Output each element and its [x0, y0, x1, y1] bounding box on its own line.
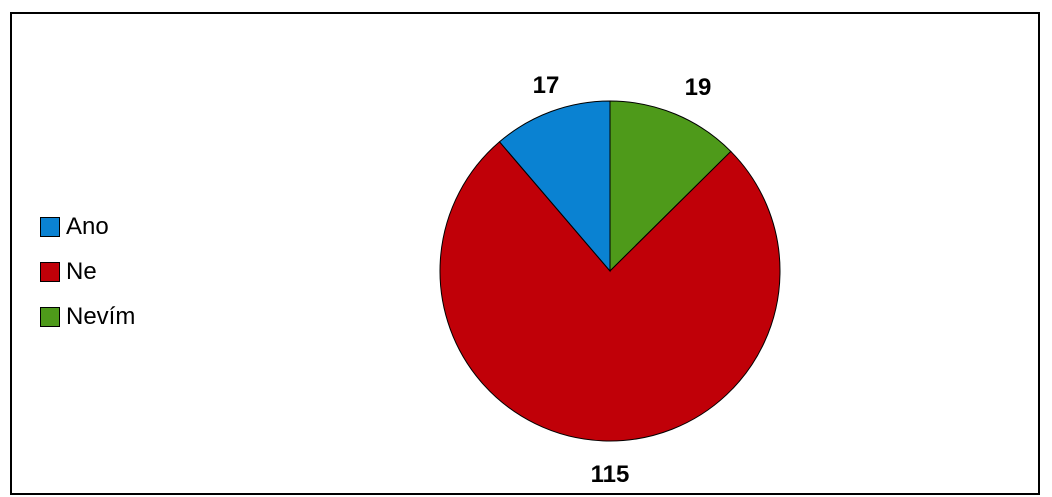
legend-label-ne: Ne — [66, 257, 97, 285]
legend-item-ano: Ano — [40, 204, 135, 249]
legend-swatch-ne — [40, 261, 60, 282]
legend: Ano Ne Nevím — [40, 204, 135, 339]
data-label-ano: 17 — [533, 72, 560, 99]
legend-swatch-ano — [40, 216, 60, 237]
pie-slice-nevim — [609, 100, 732, 273]
pie-slice-ano — [498, 100, 611, 273]
legend-item-nevim: Nevím — [40, 294, 135, 339]
data-label-nevim: 19 — [685, 74, 712, 101]
legend-swatch-nevim — [40, 306, 60, 327]
pie-slice-ne — [439, 141, 781, 442]
data-label-ne: 115 — [591, 461, 630, 488]
legend-label-nevim: Nevím — [66, 302, 136, 330]
legend-label-ano: Ano — [66, 212, 109, 240]
legend-item-ne: Ne — [40, 249, 135, 294]
